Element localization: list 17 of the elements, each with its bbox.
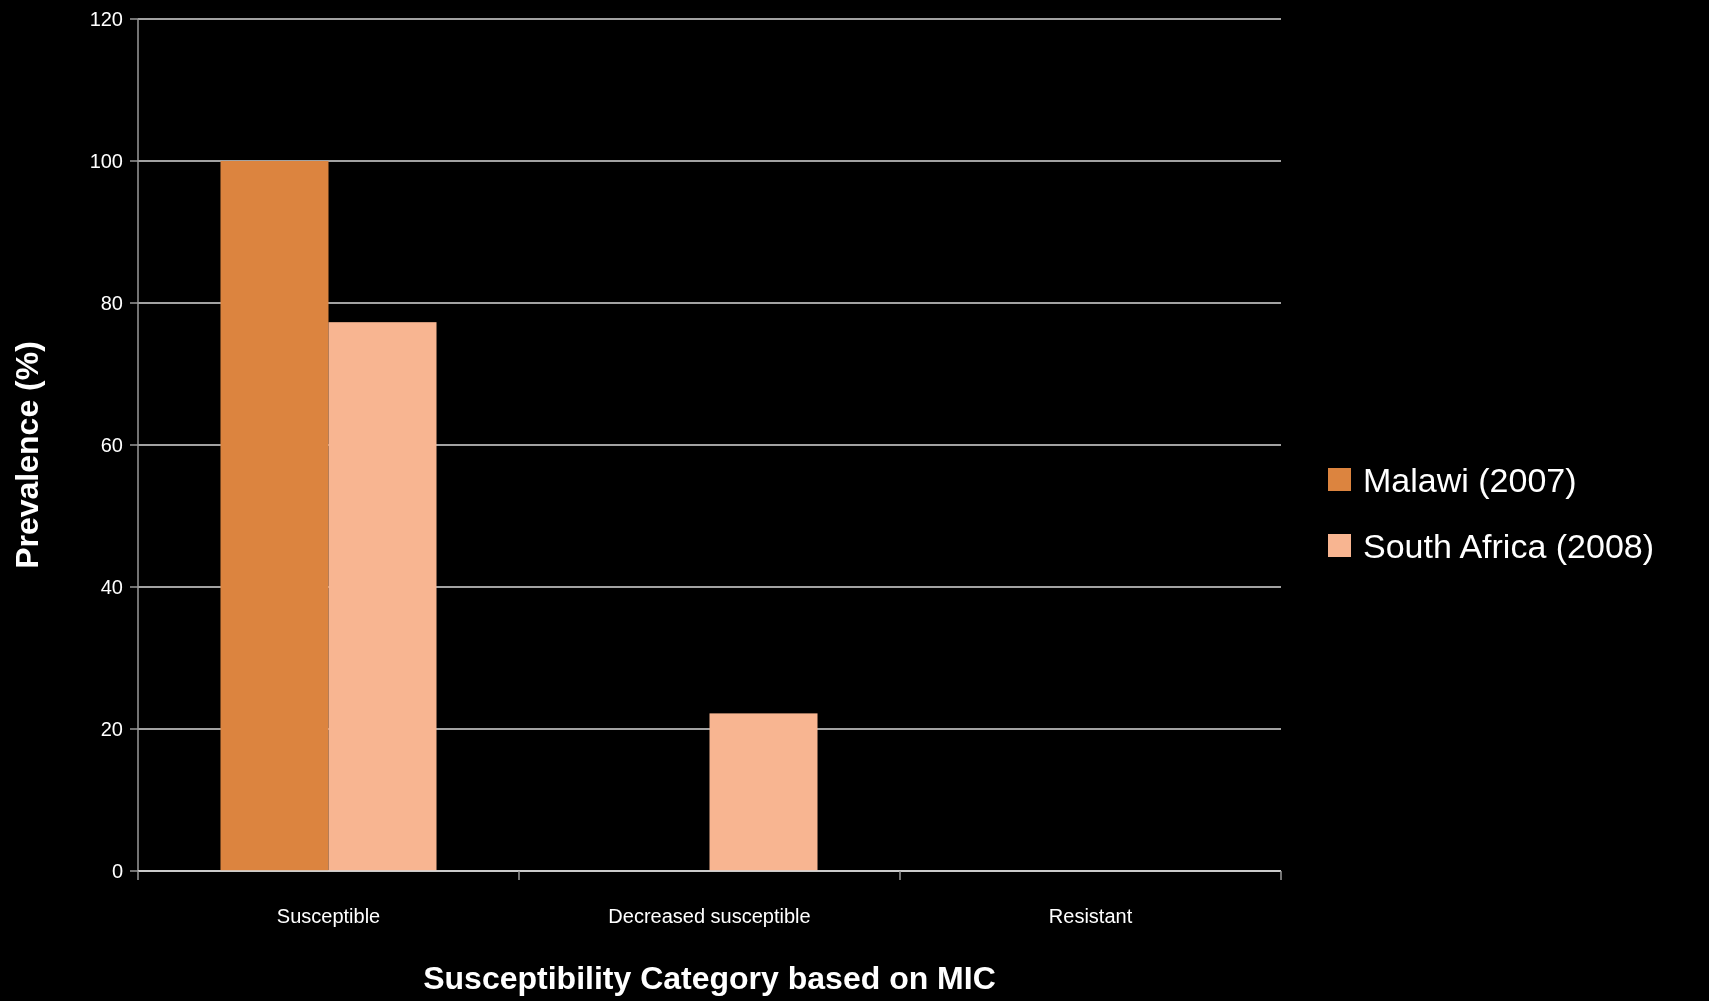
y-tick-label: 40 xyxy=(100,576,123,598)
x-tick-label: Resistant xyxy=(1048,905,1133,928)
y-tick-label: 0 xyxy=(111,860,123,882)
y-tick-label: 120 xyxy=(89,8,123,30)
y-tick-label: 60 xyxy=(100,434,123,456)
y-tick-label: 80 xyxy=(100,292,123,314)
bar xyxy=(328,322,437,871)
x-axis-title: Susceptibility Category based on MIC xyxy=(423,960,996,997)
y-axis-title: Prevalence (%) xyxy=(9,341,46,569)
x-tick-label: Susceptible xyxy=(276,905,381,928)
legend-label: Malawi (2007) xyxy=(1363,460,1577,499)
legend-label: South Africa (2008) xyxy=(1363,526,1655,565)
bar xyxy=(220,161,329,871)
y-tick-label: 100 xyxy=(89,150,123,172)
bar xyxy=(709,713,818,871)
x-tick-label: Decreased susceptible xyxy=(608,905,811,928)
y-tick-label: 20 xyxy=(100,718,123,740)
